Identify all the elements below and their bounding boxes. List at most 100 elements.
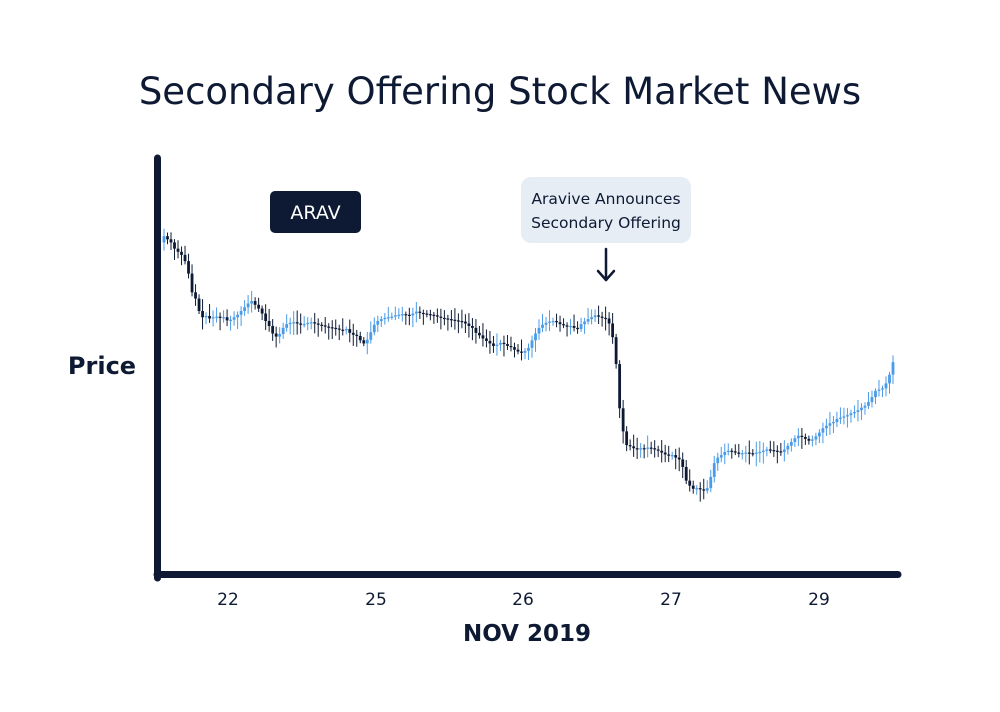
candle-body xyxy=(803,436,807,439)
candle-body xyxy=(796,435,800,439)
candle-body xyxy=(341,329,345,331)
candle-body xyxy=(516,349,520,352)
candle-body xyxy=(316,323,320,325)
candle-body xyxy=(281,327,285,335)
candle-body xyxy=(180,251,183,255)
candle-body xyxy=(309,322,313,324)
candle-body xyxy=(313,322,317,324)
candle-body xyxy=(418,311,422,313)
candle-body xyxy=(810,439,814,441)
candle-body xyxy=(527,347,530,351)
candle-body xyxy=(562,324,565,326)
candle-body xyxy=(449,319,453,321)
candle-body xyxy=(583,321,586,325)
candle-body xyxy=(225,317,229,321)
candle-body xyxy=(712,463,716,477)
candle-body xyxy=(698,488,702,490)
candle-body xyxy=(814,436,818,440)
annotation-callout: Aravive Announces Secondary Offering xyxy=(521,177,691,282)
candle-body xyxy=(302,324,306,326)
candle-body xyxy=(544,322,548,325)
candle-body xyxy=(162,236,166,243)
candle-body xyxy=(649,447,653,449)
candle-body xyxy=(204,316,208,318)
ticker-badge: ARAV xyxy=(270,191,361,233)
candle-body xyxy=(285,324,289,328)
candle-body xyxy=(614,337,618,365)
candle-body xyxy=(351,332,355,335)
candle-body xyxy=(723,451,727,456)
candle-body xyxy=(832,422,835,424)
candle-body xyxy=(853,412,856,414)
chart-title: Secondary Offering Stock Market News xyxy=(139,70,861,113)
candle-body xyxy=(379,319,383,321)
candle-body xyxy=(597,315,600,317)
candle-body xyxy=(246,303,250,308)
x-tick-label: 26 xyxy=(512,590,534,610)
candle-body xyxy=(870,397,874,403)
candle-body xyxy=(334,327,338,330)
candle-body xyxy=(509,345,513,348)
candle-body xyxy=(789,441,793,446)
candle-body xyxy=(404,314,408,316)
candle-body xyxy=(593,315,597,318)
x-tick-labels: 22 25 26 27 29 xyxy=(217,590,830,610)
candle-body xyxy=(740,453,744,455)
candle-body xyxy=(467,323,471,326)
candle-body xyxy=(414,311,418,314)
candle-body xyxy=(250,301,254,304)
annotation-line-1: Aravive Announces xyxy=(531,190,680,208)
candle-body xyxy=(271,325,275,334)
candle-body xyxy=(362,340,366,344)
y-axis-label: Price xyxy=(68,352,136,380)
candle-body xyxy=(201,311,204,318)
candle-body xyxy=(502,342,506,345)
candle-body xyxy=(211,317,215,319)
candle-body xyxy=(197,298,201,312)
candle-body xyxy=(267,320,271,326)
candle-body xyxy=(881,388,884,390)
candle-body xyxy=(365,339,369,344)
candle-body xyxy=(183,254,187,262)
candle-body xyxy=(625,431,629,446)
candle-body xyxy=(390,316,394,318)
candle-body xyxy=(860,407,863,411)
candle-body xyxy=(530,340,534,348)
x-tick-label: 25 xyxy=(365,590,387,610)
annotation-arrow-icon xyxy=(596,247,616,282)
candle-body xyxy=(478,332,481,336)
candle-body xyxy=(656,449,660,451)
candle-body xyxy=(684,466,688,481)
candle-body xyxy=(492,343,495,346)
candle-body xyxy=(457,320,460,322)
candle-body xyxy=(432,314,436,316)
candle-body xyxy=(218,316,222,318)
candle-body xyxy=(765,449,769,451)
candle-body xyxy=(488,340,492,344)
candle-body xyxy=(576,327,579,330)
candle-body xyxy=(569,325,572,328)
candle-body xyxy=(730,450,734,452)
candle-body xyxy=(572,325,576,328)
candle-body xyxy=(169,239,173,243)
x-tick-label: 27 xyxy=(660,590,682,610)
candle-body xyxy=(691,485,695,489)
candle-body xyxy=(705,488,709,491)
candle-body xyxy=(828,423,832,426)
candle-body xyxy=(173,242,176,249)
candle-body xyxy=(215,316,218,318)
candle-body xyxy=(190,273,194,293)
candle-body xyxy=(541,324,544,328)
candle-body xyxy=(523,350,527,353)
candle-body xyxy=(474,327,478,333)
candle-body xyxy=(337,328,341,330)
candle-body xyxy=(849,413,853,416)
candle-body xyxy=(737,452,741,454)
candle-body xyxy=(439,316,443,318)
candle-body xyxy=(768,449,772,451)
candle-body xyxy=(534,333,537,341)
candle-body xyxy=(253,301,257,305)
candle-body xyxy=(600,316,604,318)
candle-body xyxy=(425,313,429,315)
candle-body xyxy=(236,314,240,318)
